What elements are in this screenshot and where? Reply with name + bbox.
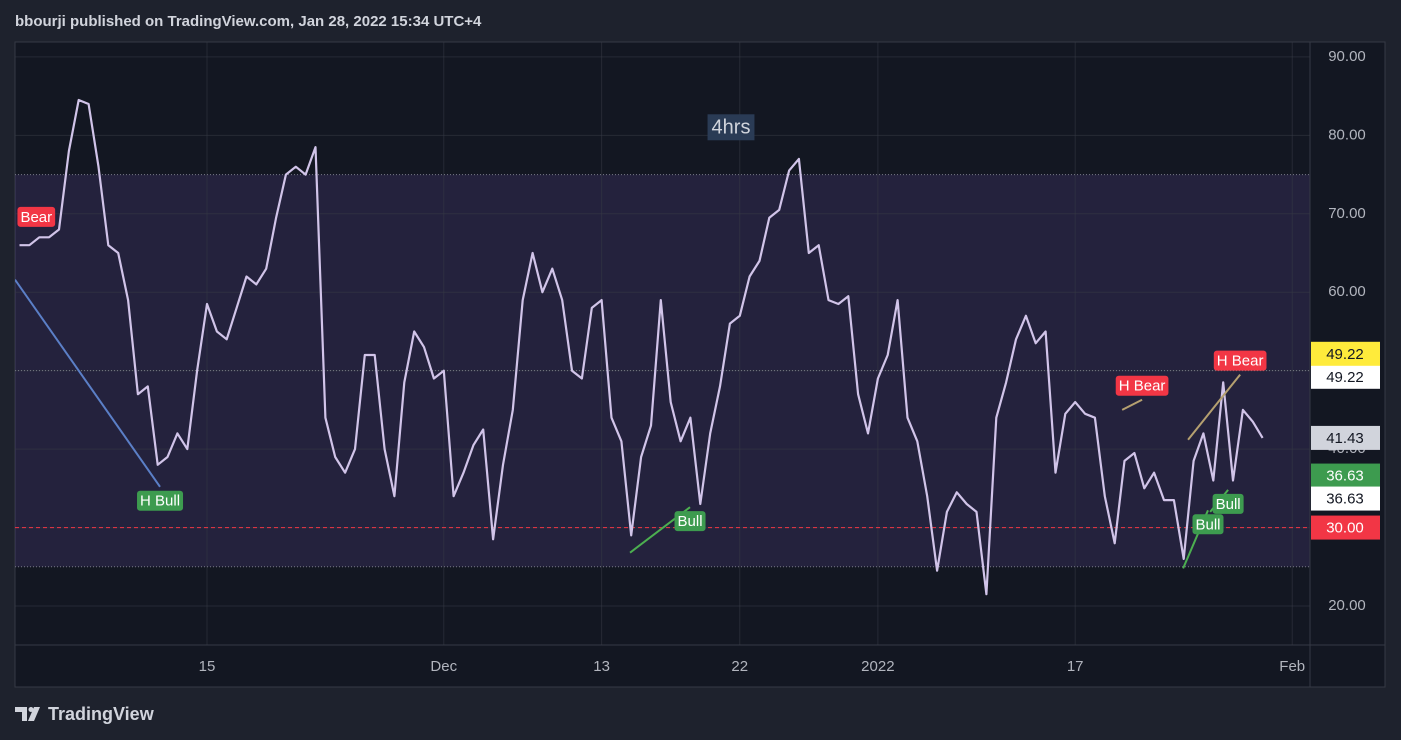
divergence-label: H Bear	[1213, 350, 1267, 371]
divergence-label: Bull	[1212, 493, 1244, 514]
divergence-line	[1121, 398, 1143, 411]
price-label-box	[1311, 515, 1380, 540]
x-tick-label: 15	[199, 658, 216, 675]
x-tick-label: 17	[1067, 658, 1084, 675]
price-label: 36.63	[1326, 491, 1364, 508]
y-tick-label: 20.00	[1328, 597, 1366, 614]
header: bbourji published on TradingView.com, Ja…	[15, 13, 482, 30]
divergence-label: Bear	[17, 206, 56, 227]
footer-brand: TradingView	[48, 704, 155, 724]
divergence-label-text: Bull	[1195, 516, 1220, 533]
divergence-label-text: Bull	[1216, 496, 1241, 513]
price-label-box	[1311, 425, 1380, 450]
plot-clip: Bear H Bull Bull H Bear Bull Bull H Bear	[15, 42, 1310, 645]
y-tick-label: 90.00	[1328, 48, 1366, 65]
chart-panel	[14, 41, 1386, 688]
y-tick-label: 70.00	[1328, 205, 1366, 222]
divergence-label: Bull	[674, 511, 706, 532]
divergence-label-box	[674, 511, 706, 532]
price-label-box	[1311, 463, 1380, 488]
title-box	[707, 114, 755, 141]
divergence-label-box	[137, 490, 184, 511]
divergence-label: Bull	[1192, 514, 1224, 535]
price-label: 36.63	[1326, 468, 1364, 485]
x-tick-label: 2022	[861, 658, 894, 675]
divergence-label: H Bear	[1115, 375, 1169, 396]
x-tick-label: Dec	[430, 658, 457, 675]
price-label-box	[1311, 341, 1380, 366]
x-tick-label: 13	[593, 658, 610, 675]
chart-title: 4hrs	[712, 116, 751, 138]
divergence-label-box	[1212, 493, 1244, 514]
divergence-label-text: Bear	[20, 209, 52, 226]
price-label: 30.00	[1326, 520, 1364, 537]
divergence-label-box	[1115, 375, 1169, 396]
plot-area: Bear H Bull Bull H Bear Bull Bull H Bear 4hrs	[15, 42, 1310, 645]
x-tick-label: 22	[731, 658, 748, 675]
price-label: 49.22	[1326, 346, 1364, 363]
divergence-label-box	[17, 206, 56, 227]
price-label: 41.43	[1326, 430, 1364, 447]
divergence-label-text: Bull	[678, 513, 703, 530]
price-label: 49.22	[1326, 369, 1364, 386]
divergence-label-box	[1192, 514, 1224, 535]
y-tick-label: 60.00	[1328, 283, 1366, 300]
price-label-box	[1311, 486, 1380, 511]
divergence-label: H Bull	[137, 490, 184, 511]
divergence-label-text: H Bear	[1217, 353, 1264, 370]
divergence-line	[15, 279, 161, 488]
rsi-line	[19, 98, 1264, 596]
divergence-label-text: H Bull	[140, 493, 180, 510]
footer-logo	[15, 707, 40, 721]
y-tick-label: 80.00	[1328, 126, 1366, 143]
divergence-line	[1187, 373, 1241, 441]
divergence-label-box	[1213, 350, 1267, 371]
divergence-label-text: H Bear	[1119, 378, 1166, 395]
price-label-box	[1311, 364, 1380, 389]
x-tick-label: Feb	[1279, 658, 1305, 675]
